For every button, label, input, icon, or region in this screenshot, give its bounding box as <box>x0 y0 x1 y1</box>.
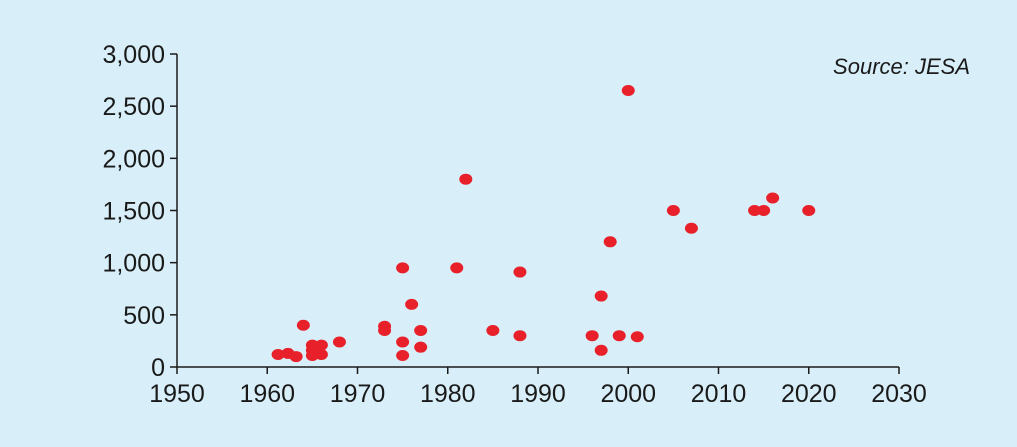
data-point <box>486 324 500 336</box>
data-point <box>396 262 410 274</box>
data-point <box>621 85 635 97</box>
data-point <box>585 330 599 342</box>
data-points <box>271 85 816 363</box>
x-tick-label: 2020 <box>781 380 837 408</box>
data-point <box>332 336 346 348</box>
data-point <box>630 331 644 343</box>
y-tick-label: 2,000 <box>102 145 165 173</box>
data-point <box>296 319 310 331</box>
y-tick-label: 2,500 <box>102 93 165 121</box>
x-tick-label: 1980 <box>420 380 476 408</box>
data-point <box>450 262 464 274</box>
data-point <box>378 324 392 336</box>
data-point <box>405 298 419 310</box>
y-tick-label: 1,000 <box>102 250 165 278</box>
data-point <box>396 336 410 348</box>
data-point <box>684 222 698 234</box>
axes: 0 500 1,000 1,500 2,000 2,500 3,000 1950 1960 197… <box>102 41 926 408</box>
data-point <box>594 344 608 356</box>
data-point <box>802 205 816 216</box>
data-point <box>748 205 762 216</box>
data-point <box>414 341 428 353</box>
x-tick-label: 2010 <box>691 380 747 408</box>
data-point <box>513 330 527 342</box>
x-tick-label: 1960 <box>239 380 295 408</box>
y-tick-label: 500 <box>123 302 165 330</box>
data-point <box>459 173 473 185</box>
data-point <box>603 236 617 248</box>
y-tick-label: 0 <box>151 354 165 382</box>
data-point <box>513 266 527 278</box>
source-annotation: Source: JESA <box>833 54 970 79</box>
y-tick-label: 3,000 <box>102 41 165 69</box>
data-point <box>271 348 285 360</box>
data-point <box>757 205 771 216</box>
data-point <box>414 324 428 336</box>
data-point <box>289 351 303 363</box>
y-tick-label: 1,500 <box>102 198 165 226</box>
data-point <box>766 192 780 204</box>
data-point <box>666 205 680 216</box>
x-tick-label: 1970 <box>330 380 386 408</box>
data-point <box>314 348 328 360</box>
x-tick-label: 2000 <box>600 380 656 408</box>
x-tick-label: 2030 <box>871 380 927 408</box>
data-point <box>594 290 608 302</box>
x-tick-label: 1950 <box>149 380 205 408</box>
data-point <box>314 339 328 351</box>
data-point <box>396 350 410 362</box>
data-point <box>612 330 626 342</box>
x-tick-label: 1990 <box>510 380 566 408</box>
